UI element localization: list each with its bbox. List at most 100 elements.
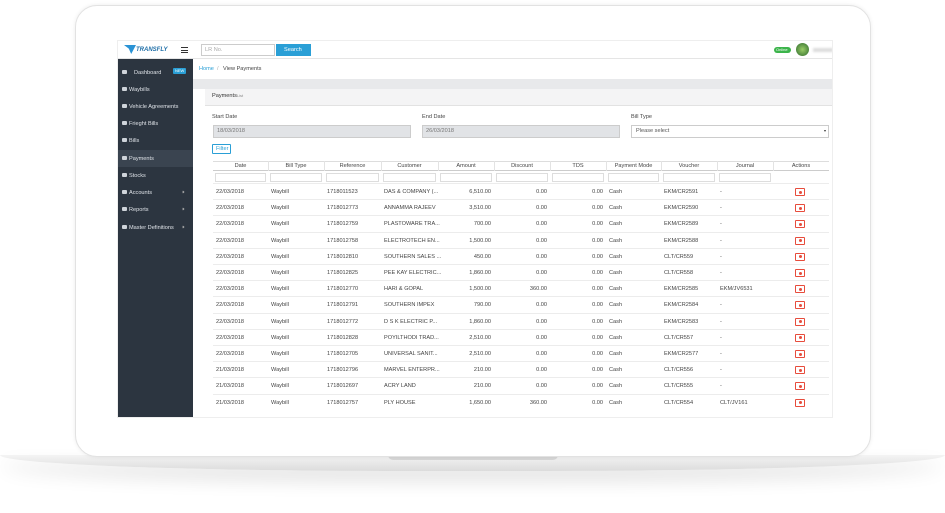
sidebar-item[interactable]: Accounts xyxy=(129,190,153,196)
search-button[interactable] xyxy=(276,44,311,56)
sidebar-item[interactable]: Bills xyxy=(129,138,140,144)
delete-button[interactable] xyxy=(795,350,805,358)
cell: Cash xyxy=(609,367,623,374)
delete-icon xyxy=(798,320,802,324)
cell: MARVEL ENTERPR... xyxy=(384,367,440,374)
column-divider xyxy=(550,161,551,171)
row-border xyxy=(213,247,829,249)
filter-button[interactable] xyxy=(212,144,231,154)
cell: 0.00 xyxy=(536,221,547,228)
delete-button[interactable] xyxy=(795,204,805,213)
cell: 22/03/2018 xyxy=(216,237,244,244)
delete-button[interactable] xyxy=(795,285,805,294)
cell: Waybill xyxy=(271,334,289,341)
cell: EKM/CR2583 xyxy=(664,318,699,325)
search-button-label: Search xyxy=(284,47,302,53)
avatar[interactable] xyxy=(796,43,809,56)
sidebar-active xyxy=(118,150,193,167)
delete-button[interactable] xyxy=(795,252,805,261)
cell: Waybill xyxy=(271,221,289,228)
cell: 0.00 xyxy=(592,318,603,325)
cell: 0.00 xyxy=(592,237,603,244)
cell: 21/03/2018 xyxy=(216,367,244,374)
sidebar-icon xyxy=(122,156,127,160)
start-date-value: 18/03/2018 xyxy=(217,128,245,134)
delete-button[interactable] xyxy=(795,333,805,342)
search-placeholder: LR No. xyxy=(205,47,223,53)
row-border xyxy=(213,345,829,346)
row-border xyxy=(213,377,829,379)
sidebar-item[interactable]: Payments xyxy=(129,156,154,162)
sidebar: Dashboard Waybills Vehicle Agreements Frieg… xyxy=(118,59,193,417)
sidebar-chevron xyxy=(181,190,185,194)
column-filter-input[interactable] xyxy=(270,173,322,182)
column-divider xyxy=(381,161,382,171)
sidebar-item[interactable]: Vehicle Agreements xyxy=(129,104,179,110)
row-border xyxy=(213,328,829,330)
card-title: PaymentsList xyxy=(212,92,243,100)
cell: 21/03/2018 xyxy=(216,383,244,390)
cell: HARI & GOPAL xyxy=(384,286,424,293)
column-filter-input[interactable] xyxy=(215,173,266,182)
cell: 360.00 xyxy=(529,286,547,293)
sidebar-item[interactable]: Master Definitions xyxy=(129,225,174,231)
column-filter-input[interactable] xyxy=(440,173,492,182)
cell: Waybill xyxy=(271,189,289,195)
delete-button[interactable] xyxy=(795,188,805,196)
sidebar-item[interactable]: Dashboard xyxy=(134,70,162,76)
cell: - xyxy=(720,253,722,260)
column-header: Actions xyxy=(791,163,811,169)
hamburger[interactable] xyxy=(181,47,188,53)
column-filter-input[interactable] xyxy=(383,173,436,182)
delete-button[interactable] xyxy=(795,366,805,375)
bill-type-value: Please select xyxy=(636,128,670,134)
delete-button[interactable] xyxy=(795,269,805,277)
delete-icon xyxy=(798,368,802,372)
delete-button[interactable] xyxy=(795,301,805,310)
sidebar-item[interactable]: Stocks xyxy=(129,173,146,179)
search-input[interactable] xyxy=(201,44,275,56)
cell: ANNAMMA RAJEEV xyxy=(384,205,436,212)
sidebar-item[interactable]: Frieght Bills xyxy=(129,121,159,127)
column-filter-input[interactable] xyxy=(326,173,379,182)
card-title-text: Payments xyxy=(212,93,237,99)
cell: 1718011523 xyxy=(327,189,358,195)
cell: 0.00 xyxy=(592,351,603,357)
cell: DAS & COMPANY (... xyxy=(384,189,439,195)
bill-type-select[interactable] xyxy=(631,125,829,138)
column-filter-input[interactable] xyxy=(496,173,548,182)
cell: UNIVERSAL SANIT... xyxy=(384,351,438,357)
column-divider xyxy=(606,161,607,171)
column-filter-input[interactable] xyxy=(608,173,659,182)
cell: EKM/CR2577 xyxy=(664,351,699,357)
row-border xyxy=(213,215,829,217)
column-header: Amount xyxy=(456,163,476,169)
column-filter-input[interactable] xyxy=(552,173,604,182)
breadcrumb-home[interactable]: Home xyxy=(199,66,214,72)
sidebar-icon xyxy=(122,190,127,194)
new-badge: NEW xyxy=(175,68,185,73)
column-filter-input[interactable] xyxy=(719,173,771,182)
cell: Waybill xyxy=(271,286,289,293)
delete-button[interactable] xyxy=(795,382,805,391)
sidebar-item[interactable]: Reports xyxy=(129,207,149,213)
header-band xyxy=(193,79,832,89)
column-filter-input[interactable] xyxy=(663,173,715,182)
cell: - xyxy=(720,237,722,244)
start-date-input[interactable] xyxy=(213,125,411,138)
delete-button[interactable] xyxy=(795,220,805,229)
sidebar-item[interactable]: Waybills xyxy=(129,87,150,93)
delete-button[interactable] xyxy=(795,236,805,245)
cell: 1,650.00 xyxy=(469,399,491,406)
cell: Waybill xyxy=(271,367,289,374)
cell: Cash xyxy=(609,253,623,260)
cell: 6,510.00 xyxy=(469,189,491,195)
delete-button[interactable] xyxy=(795,317,805,326)
cell: 1718012828 xyxy=(327,334,359,341)
cell: Waybill xyxy=(271,383,289,390)
delete-icon xyxy=(798,271,802,275)
end-date-input[interactable] xyxy=(422,125,620,138)
delete-button[interactable] xyxy=(795,398,805,407)
cell: Waybill xyxy=(271,318,289,325)
column-header: TDS xyxy=(572,163,584,169)
